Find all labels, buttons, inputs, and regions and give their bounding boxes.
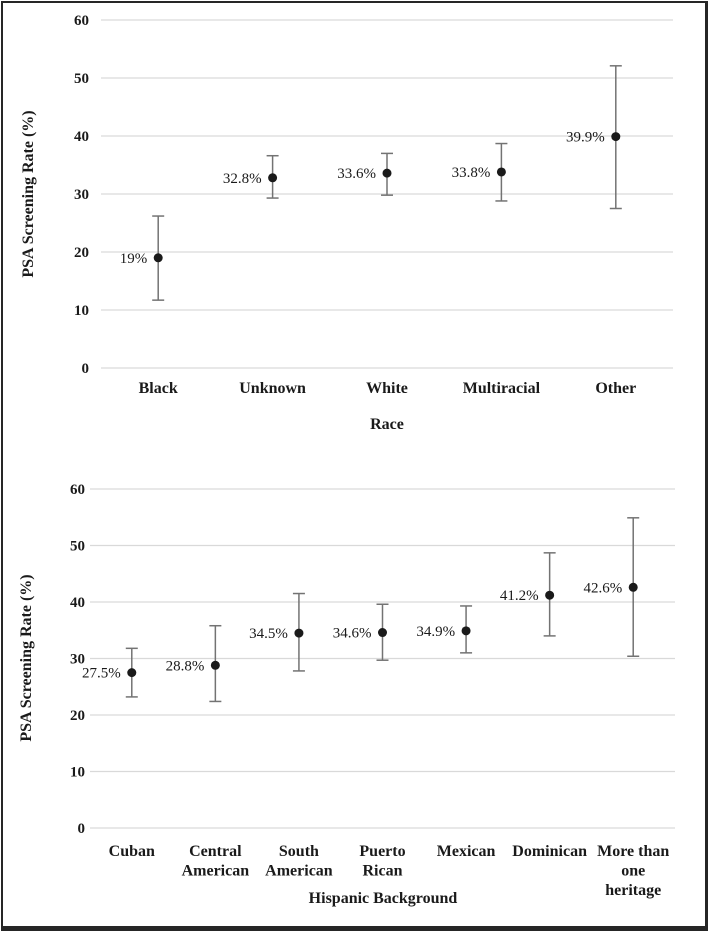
category-label: Puerto (359, 843, 405, 860)
race-y-axis-title: PSA Screening Rate (%) (20, 110, 37, 277)
data-point (496, 167, 506, 177)
category-label: Unknown (239, 380, 306, 397)
category-label: Central (189, 843, 242, 860)
y-tick-label: 10 (70, 765, 85, 781)
data-point (545, 590, 555, 600)
y-tick-label: 60 (70, 482, 85, 498)
hispanic-y-axis-title: PSA Screening Rate (%) (18, 574, 35, 741)
y-tick-label: 50 (74, 71, 89, 87)
y-tick-label: 40 (70, 595, 85, 611)
data-point (294, 628, 304, 638)
category-label: Cuban (109, 843, 155, 860)
data-point (268, 173, 278, 183)
hispanic-background-chart-figure: 0 10 20 30 40 50 60 27.5% Cuban 28.8% Central Ameri… (3, 459, 705, 925)
y-tick-label: 10 (74, 303, 89, 319)
data-point (461, 626, 471, 636)
race-plot-area: 0 10 20 30 40 50 60 19% Black 32.8% Unknown 33.6% Wh… (74, 13, 673, 397)
y-tick-label: 60 (74, 13, 89, 29)
category-label: More than (597, 843, 669, 860)
y-tick-label: 50 (70, 539, 85, 555)
data-point (210, 660, 220, 670)
category-label: Black (139, 380, 178, 397)
y-tick-label: 30 (70, 652, 85, 668)
y-tick-label: 20 (70, 708, 85, 724)
category-label: American (265, 863, 333, 880)
value-label: 34.6% (333, 626, 372, 642)
value-label: 19% (120, 251, 148, 267)
hispanic-chart-svg: 0 10 20 30 40 50 60 27.5% Cuban 28.8% Central Ameri… (18, 482, 675, 907)
category-label: White (366, 380, 408, 397)
category-label: Rican (363, 863, 403, 880)
hispanic-x-axis-title: Hispanic Background (309, 890, 458, 907)
data-point (127, 668, 137, 678)
value-label: 28.8% (166, 658, 205, 674)
value-label: 34.5% (249, 626, 288, 642)
y-tick-label: 40 (74, 129, 89, 145)
race-chart-svg: 0 10 20 30 40 50 60 19% Black 32.8% Unknown 33.6% Wh… (20, 13, 673, 433)
data-point (611, 132, 621, 142)
y-tick-label: 30 (74, 187, 89, 203)
hispanic-plot-area: 0 10 20 30 40 50 60 27.5% Cuban 28.8% Central Ameri… (70, 482, 675, 899)
data-point (382, 168, 392, 178)
race-chart-figure: 0 10 20 30 40 50 60 19% Black 32.8% Unknown 33.6% Wh… (3, 3, 705, 459)
category-label: American (182, 863, 250, 880)
value-label: 32.8% (223, 171, 262, 187)
category-label: Dominican (512, 843, 587, 860)
value-label: 33.6% (337, 166, 376, 182)
category-label: South (279, 843, 319, 860)
category-label: Other (595, 380, 636, 397)
value-label: 33.8% (452, 165, 491, 181)
category-label: heritage (605, 882, 661, 899)
value-label: 41.2% (500, 588, 539, 604)
y-tick-label: 20 (74, 245, 89, 261)
value-label: 42.6% (583, 580, 622, 596)
value-label: 27.5% (82, 666, 121, 682)
data-point (153, 253, 163, 263)
data-point (378, 628, 387, 638)
y-tick-label: 0 (78, 821, 86, 837)
data-point (628, 582, 638, 592)
category-label: one (621, 863, 645, 880)
category-label: Mexican (437, 843, 496, 860)
category-label: Multiracial (463, 380, 541, 397)
value-label: 34.9% (416, 624, 455, 640)
race-x-axis-title: Race (370, 416, 404, 433)
y-tick-label: 0 (82, 361, 90, 377)
value-label: 39.9% (566, 130, 605, 146)
